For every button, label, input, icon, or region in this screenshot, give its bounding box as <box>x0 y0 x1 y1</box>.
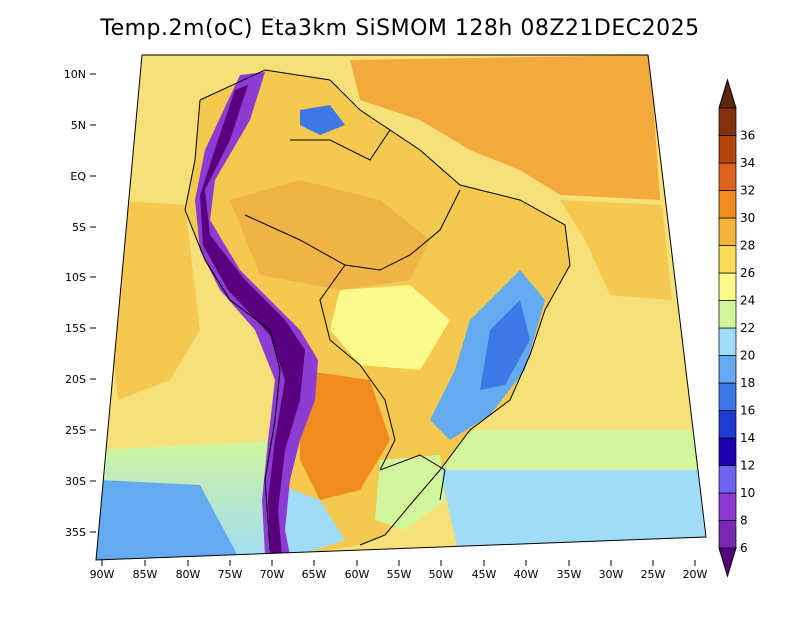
colorbar-swatch <box>718 465 737 494</box>
lon-label: 90W <box>90 568 115 581</box>
colorbar-label: 20 <box>740 349 755 363</box>
amazon-warm-region <box>230 180 430 290</box>
lon-label: 30W <box>599 568 624 581</box>
lon-label: 25W <box>641 568 666 581</box>
map-title: Temp.2m(oC) Eta3km SiSMOM 128h 08Z21DEC2… <box>100 16 700 41</box>
lon-label: 65W <box>302 568 327 581</box>
colorbar-label: 28 <box>740 239 755 253</box>
lat-label: 5S <box>72 221 86 234</box>
continent-coastline-west <box>184 99 281 551</box>
lon-label: 75W <box>218 568 243 581</box>
colorbar-label: 30 <box>740 211 755 225</box>
colorbar-swatch <box>718 492 737 521</box>
colorbar-label: 24 <box>740 294 755 308</box>
chaco-hot-region <box>300 370 390 500</box>
colorbar-swatch <box>718 355 737 384</box>
colorbar-label: 18 <box>740 376 755 390</box>
lon-label: 55W <box>387 568 412 581</box>
colorbar-label: 16 <box>740 404 755 418</box>
colorbar-label: 14 <box>740 431 755 445</box>
lat-label: EQ <box>70 170 86 183</box>
colorbar-label: 26 <box>740 266 755 280</box>
colorbar-swatch <box>718 437 737 466</box>
colorbar-swatch <box>718 107 737 136</box>
uruguay-border <box>379 454 446 501</box>
lat-label: 5N <box>71 119 86 132</box>
south-atlantic-mild-region <box>430 430 706 470</box>
plot-frame <box>95 54 707 561</box>
colorbar-label: 6 <box>740 541 748 555</box>
lon-label: 70W <box>260 568 285 581</box>
lat-label: 10N <box>64 68 86 81</box>
lon-label: 20W <box>683 568 708 581</box>
colorbar-swatch <box>718 410 737 439</box>
colorbar-swatch <box>718 190 737 219</box>
colorbar-bottom-arrow <box>718 547 737 578</box>
colorbar-top-arrow <box>718 78 737 109</box>
andes-coldest-region <box>200 85 305 555</box>
lat-label: 20S <box>65 373 86 386</box>
lat-label: 30S <box>65 475 86 488</box>
colorbar-swatch <box>718 382 737 411</box>
lat-label: 15S <box>65 322 86 335</box>
lon-label: 45W <box>472 568 497 581</box>
lon-label: 50W <box>429 568 454 581</box>
colorbar-label: 36 <box>740 129 755 143</box>
lon-label: 40W <box>514 568 539 581</box>
colorbar-swatch <box>718 300 737 329</box>
colorbar-swatch <box>718 162 737 191</box>
south-brazil-region <box>375 455 445 530</box>
lat-label: 35S <box>65 526 86 539</box>
central-brazil-region <box>330 285 450 370</box>
colorbar-label: 12 <box>740 459 755 473</box>
lon-label: 80W <box>176 568 201 581</box>
latitude-axis: 10N 5N EQ 5S 10S 15S 20S 25S 30S 35S <box>64 68 96 539</box>
lat-label: 25S <box>65 424 86 437</box>
warm-atlantic-region <box>350 55 660 200</box>
longitude-axis: 90W 85W 80W 75W 70W 65W 60W 55W 50W 45W … <box>90 560 708 581</box>
continent-coastline-east <box>199 69 571 546</box>
colorbar-label: 32 <box>740 184 755 198</box>
temperature-field <box>96 55 706 560</box>
pacific-warm-region <box>108 200 200 400</box>
minas-cold-region <box>480 300 530 390</box>
south-pacific-cold-region <box>96 480 240 560</box>
colorbar-label: 8 <box>740 514 748 528</box>
colorbar-swatch <box>718 135 737 164</box>
colorbar-swatch <box>718 520 737 549</box>
guiana-highlands-region <box>300 105 345 135</box>
lon-label: 85W <box>133 568 158 581</box>
colorbar-swatch <box>718 245 737 274</box>
venezuela-border <box>290 129 391 161</box>
colorbar-swatch <box>718 327 737 356</box>
brazil-border-west <box>319 264 396 471</box>
south-atlantic-cool-region <box>440 470 706 560</box>
colorbar-label: 22 <box>740 321 755 335</box>
lon-label: 35W <box>557 568 582 581</box>
colorbar-swatch <box>718 217 737 246</box>
brazil-border-north <box>244 189 461 271</box>
colorbar-label: 34 <box>740 156 755 170</box>
lon-label: 60W <box>345 568 370 581</box>
country-borders <box>184 69 571 551</box>
colorbar-label: 10 <box>740 486 755 500</box>
atlantic-tropical-region <box>560 200 672 300</box>
colorbar-swatch <box>718 272 737 301</box>
lat-label: 10S <box>65 271 86 284</box>
colorbar: 6 8 10 12 14 16 18 20 22 24 26 28 30 32 34 36 <box>718 78 755 578</box>
